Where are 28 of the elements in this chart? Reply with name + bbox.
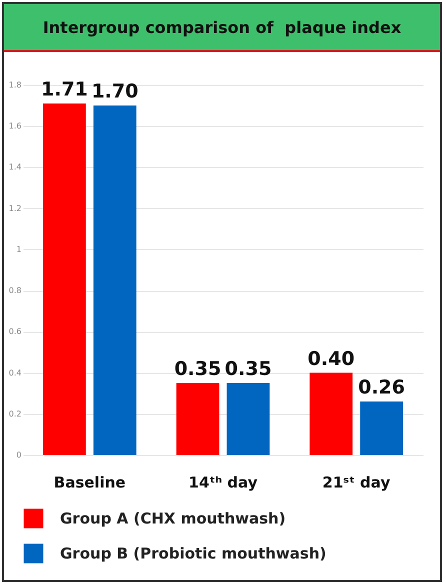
data-label: 1.71 bbox=[40, 78, 88, 100]
bar bbox=[43, 104, 86, 455]
data-label: 0.26 bbox=[358, 376, 406, 399]
x-tick-label: 14ᵗʰ day bbox=[188, 474, 258, 492]
data-label: 1.70 bbox=[91, 80, 138, 103]
y-tick-label: 0.6 bbox=[8, 327, 22, 336]
y-tick-label: 1.6 bbox=[8, 122, 22, 131]
chart-title: Intergroup comparison of plaque index bbox=[4, 4, 440, 52]
data-label: 0.40 bbox=[308, 348, 355, 370]
y-tick-label: 1.8 bbox=[8, 80, 22, 90]
y-tick-label: 1 bbox=[16, 244, 22, 254]
data-label: 0.35 bbox=[174, 358, 222, 380]
y-tick-label: 0 bbox=[16, 450, 22, 460]
y-tick-label: 1.2 bbox=[8, 204, 22, 213]
bar bbox=[310, 372, 353, 455]
y-tick-label: 0.8 bbox=[8, 286, 22, 296]
x-tick-label: Baseline bbox=[54, 474, 126, 492]
bar bbox=[93, 106, 136, 455]
legend-label: Group A (CHX mouthwash) bbox=[60, 510, 286, 528]
y-tick-label: 0.4 bbox=[8, 368, 22, 378]
bar bbox=[226, 383, 270, 455]
bar bbox=[176, 383, 220, 455]
legend-label: Group B (Probiotic mouthwash) bbox=[60, 544, 326, 562]
data-label: 0.35 bbox=[224, 358, 272, 380]
x-tick-label: 21ˢᵗ day bbox=[322, 474, 390, 492]
bar bbox=[360, 402, 403, 455]
y-tick-label: 1.4 bbox=[8, 162, 22, 172]
y-tick-label: 0.2 bbox=[8, 409, 22, 418]
